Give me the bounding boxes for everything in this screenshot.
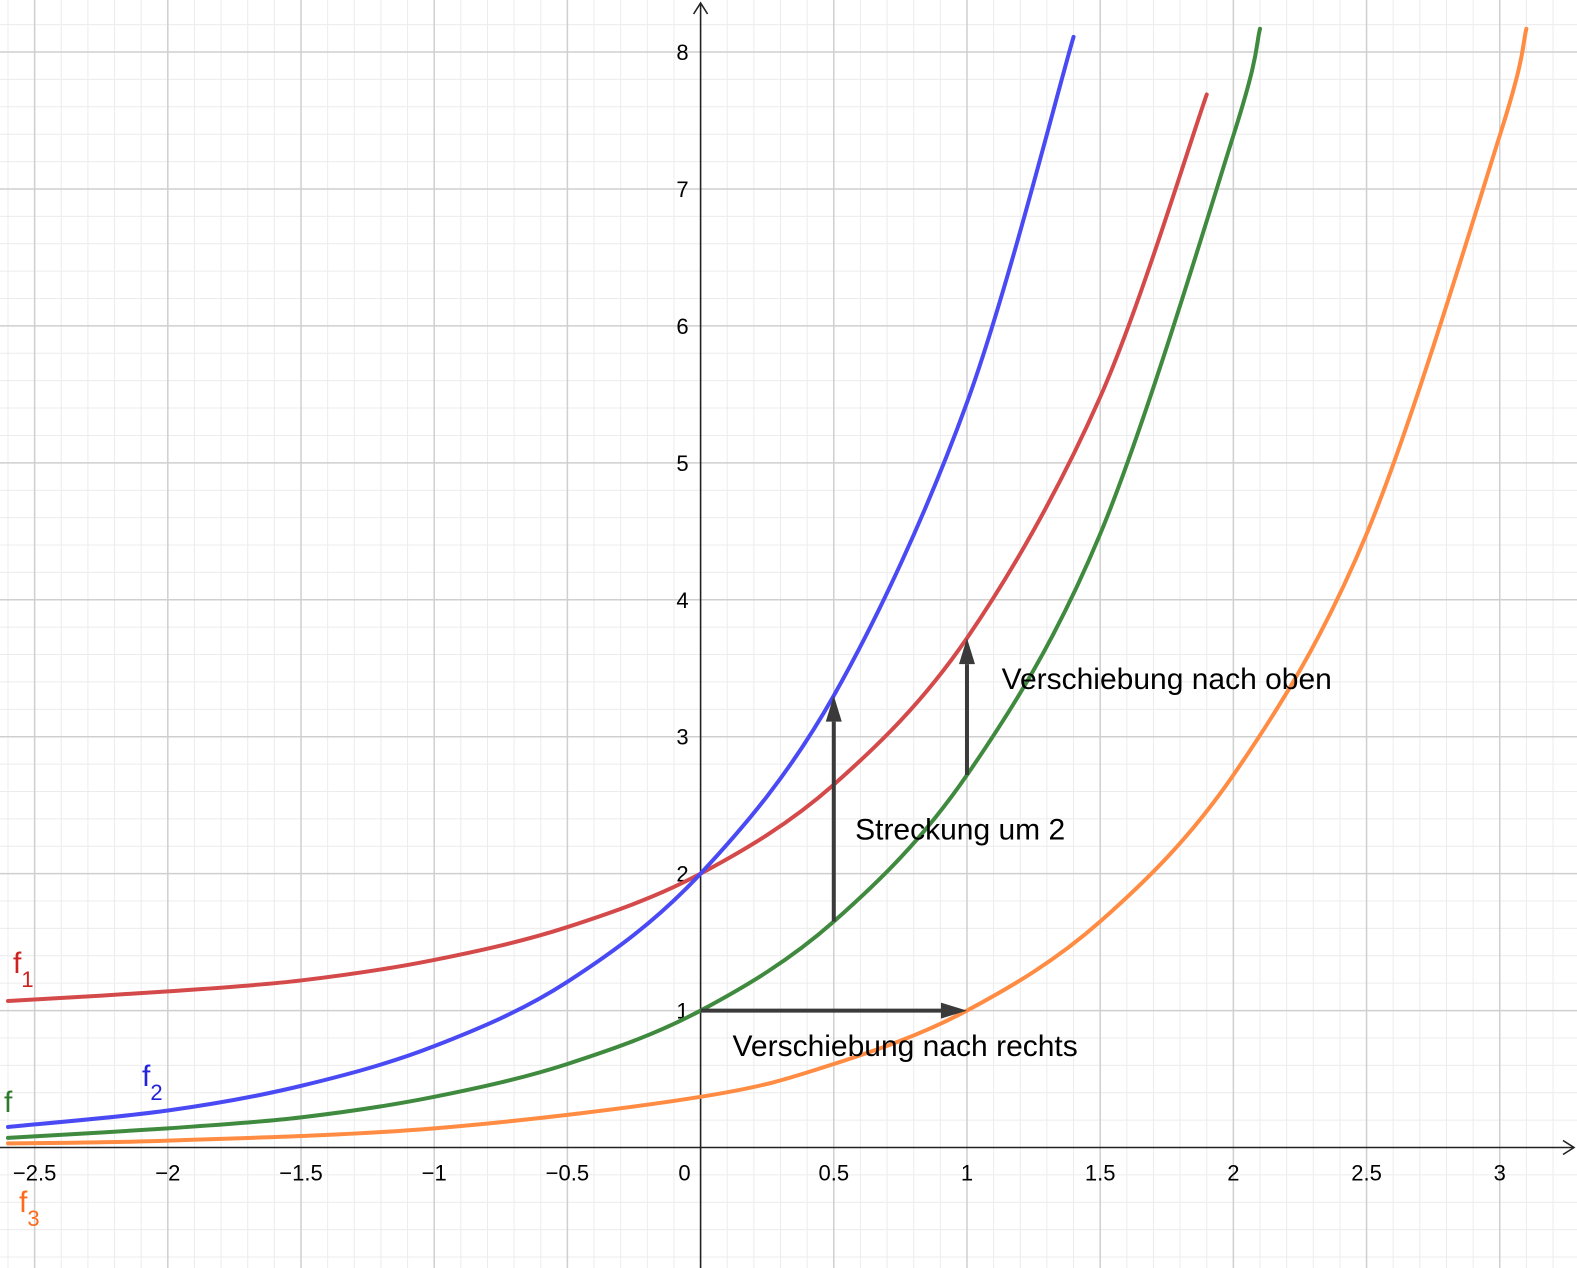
series-label-f2-main: f (142, 1060, 151, 1093)
x-tick-label: −0.5 (546, 1160, 589, 1185)
transformation-arrows (700, 638, 975, 1019)
x-tick-label: 1.5 (1085, 1160, 1116, 1185)
series-label-f3-sub: 3 (27, 1206, 39, 1231)
series-label-f3: f3 (19, 1186, 40, 1231)
annotation-1: Streckung um 2 (855, 813, 1065, 846)
y-tick-label: 5 (676, 451, 688, 476)
arrow-head-2 (940, 1002, 967, 1019)
function-curves (5, 26, 1529, 1146)
y-tick-label: 6 (676, 314, 688, 339)
x-tick-label: 2 (1227, 1160, 1239, 1185)
y-axis-arrowhead (692, 1, 709, 15)
series-label-f3-main: f (19, 1186, 28, 1219)
curve-f (5, 26, 1262, 1140)
series-label-f1-sub: 1 (21, 967, 33, 992)
x-tick-label: 0 (678, 1160, 690, 1185)
x-tick-label: −2 (155, 1160, 180, 1185)
series-label-f1-main: f (13, 947, 22, 980)
x-tick-label: −1 (422, 1160, 447, 1185)
curve-f1 (5, 92, 1209, 1003)
arrow-head-1 (958, 638, 975, 665)
x-tick-label: 0.5 (818, 1160, 849, 1185)
x-tick-labels: −2.5 −2 −1.5 −1 −0.5 0 0.5 1 1.5 2 2.5 3 (13, 1160, 1506, 1185)
x-tick-label: −1.5 (279, 1160, 322, 1185)
y-tick-label: 7 (676, 177, 688, 202)
curve-f2 (5, 34, 1076, 1129)
y-tick-label: 8 (676, 40, 688, 65)
annotation-2: Verschiebung nach rechts (733, 1030, 1078, 1063)
annotation-0: Verschiebung nach oben (1002, 663, 1332, 696)
y-tick-label: 3 (676, 725, 688, 750)
x-tick-label: −2.5 (13, 1160, 56, 1185)
x-tick-label: 2.5 (1351, 1160, 1382, 1185)
annotation-texts: Verschiebung nach oben Streckung um 2 Vers… (733, 663, 1332, 1063)
series-label-f2-sub: 2 (150, 1080, 162, 1105)
series-label-f2: f2 (142, 1060, 163, 1105)
x-tick-label: 3 (1494, 1160, 1506, 1185)
y-tick-label: 4 (676, 588, 688, 613)
arrow-head-0 (825, 695, 842, 722)
x-axis-arrowhead (1562, 1139, 1576, 1156)
x-tick-label: 1 (961, 1160, 973, 1185)
curve-f3 (5, 26, 1529, 1146)
series-label-f: f (4, 1086, 13, 1119)
series-label-f1: f1 (13, 947, 34, 992)
